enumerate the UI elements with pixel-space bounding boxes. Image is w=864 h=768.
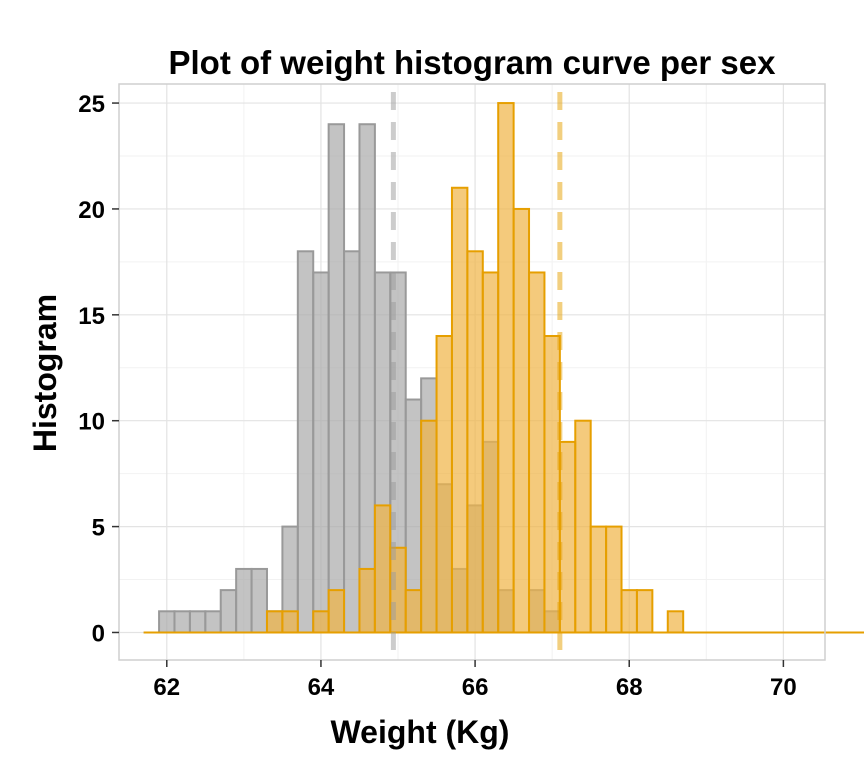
histogram-bar [605,525,623,634]
histogram-bar [481,271,500,634]
histogram-bar [343,250,361,634]
histogram-bar [450,186,469,634]
axes: 62 64 66 68 70 0 5 10 15 20 25 [78,83,826,701]
histogram-bar [574,419,592,634]
histogram-bar [281,610,299,634]
histogram-bar [373,504,392,634]
histogram-bar [250,567,268,634]
histogram-bar [635,589,654,634]
mean-lines [390,92,563,660]
histogram-bar [173,610,191,634]
histogram-bar [204,610,222,634]
panel-border [118,83,826,661]
histogram-bars [143,102,864,634]
histogram-bar [327,589,346,634]
x-axis-title: Weight (Kg) [331,714,510,750]
x-tick-label: 68 [616,674,643,701]
histogram-bar [497,102,515,634]
histogram-bar [528,271,546,634]
histogram-bar [358,123,376,634]
y-tick-label: 15 [78,303,105,330]
histogram-bar [512,207,531,634]
histogram-bar [312,271,330,634]
y-tick-label: 25 [78,91,105,118]
histogram-bar [466,250,484,634]
y-tick-label: 0 [92,620,105,647]
histogram-bar [589,525,608,634]
histogram-bar [358,567,376,634]
histogram-bar [327,123,346,634]
series-1 [143,102,864,634]
histogram-bar [296,250,315,634]
y-tick-label: 10 [78,409,105,436]
y-tick-label: 5 [92,515,105,542]
histogram-bar [420,419,438,634]
histogram-bar [666,610,685,634]
y-axis-title: Histogram [27,294,63,452]
x-tick-label: 64 [308,674,335,701]
histogram-bar [312,610,330,634]
histogram-bar [219,589,238,634]
y-tick-label: 20 [78,197,105,224]
x-tick-label: 66 [462,674,489,701]
histogram-bar [265,610,284,634]
x-tick-label: 62 [153,674,180,701]
histogram-bar [158,610,176,634]
histogram-bar [188,610,207,634]
histogram-bar [435,335,453,634]
histogram-bar [620,589,638,634]
histogram-bar [235,567,253,634]
chart-title: Plot of weight histogram curve per sex [169,44,777,81]
histogram-bar [404,589,423,634]
x-tick-label: 70 [770,674,797,701]
